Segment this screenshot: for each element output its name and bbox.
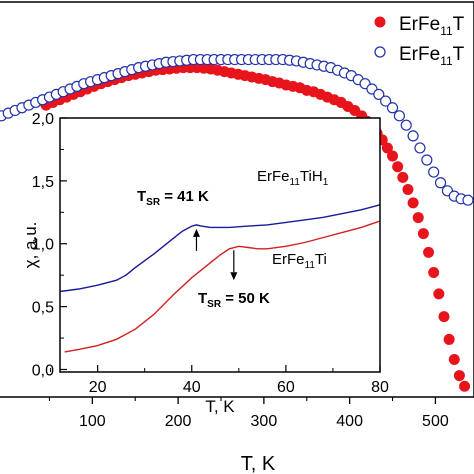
annotation-arrow-50-head: [230, 272, 238, 281]
filled-point: [423, 246, 435, 258]
filled-point: [381, 142, 393, 154]
main-x-tick-label-500: 500: [422, 413, 449, 430]
filled-point: [433, 288, 445, 300]
legend-label-open-base: ErFe: [399, 44, 440, 65]
filled-point: [428, 266, 440, 278]
annotation-tsr-41-sub: SR: [146, 197, 161, 208]
filled-point: [453, 370, 465, 382]
inset-y-tick-label: 0,0: [32, 362, 54, 379]
annotation-tsr-41: TSR = 41 K: [137, 188, 209, 208]
annotation-tsr-41-prefix: T: [137, 188, 146, 205]
inset-series-label-tih1-tail: TiH: [300, 168, 323, 185]
annotation-tsr-50-prefix: T: [198, 290, 207, 307]
open-point: [386, 102, 399, 114]
main-series-open: [0, 53, 474, 206]
inset-x-tick-label: 60: [277, 379, 295, 396]
inset-series-label-ti-base: ErFe: [272, 251, 305, 268]
legend-label-open: ErFe11T: [399, 44, 465, 68]
inset-series-label-ti: ErFe11Ti: [272, 251, 327, 271]
inset-series-line-tih1: [59, 204, 381, 293]
open-point: [414, 142, 426, 154]
legend-label-open-tail: T: [453, 44, 465, 65]
inset-y-axis-label: χ, a.u.: [21, 222, 40, 269]
main-x-tick-labels: 100 200 300 400 500: [79, 413, 449, 430]
inset-x-tick-label: 80: [371, 379, 389, 396]
main-x-tick-label-100: 100: [79, 413, 106, 430]
filled-point: [438, 311, 450, 323]
legend-marker-filled: [374, 16, 386, 28]
inset-background: [60, 118, 380, 372]
annotation-tsr-50-sub: SR: [207, 299, 222, 310]
open-point: [400, 119, 412, 131]
inset-x-tick-label: 40: [183, 379, 201, 396]
inset-series-line-ti: [64, 220, 381, 353]
inset-frame: [59, 117, 381, 373]
inset-y-tick-labels: 0,0 0,5 1,0 1,5 2,0: [32, 111, 54, 379]
filled-point: [417, 228, 429, 240]
inset-y-tick-label: 1,0: [32, 237, 54, 254]
inset-series-label-tih1: ErFe11TiH1: [257, 168, 329, 188]
filled-point: [387, 150, 399, 162]
filled-point: [443, 333, 455, 345]
main-x-tick-label-300: 300: [251, 413, 278, 430]
inset-y-tick-label: 0,5: [32, 300, 54, 317]
open-point: [462, 194, 474, 206]
inset-series-label-tih1-sub: 11: [290, 177, 301, 188]
filled-point: [448, 354, 460, 366]
inset-y-tick-label: 1,5: [32, 174, 54, 191]
annotation-tsr-50-text: = 50 K: [221, 290, 270, 307]
main-x-tick-label-400: 400: [336, 413, 363, 430]
annotation-arrow-41-head: [192, 228, 200, 237]
inset-series-label-ti-tail: Ti: [315, 251, 327, 268]
filled-point: [397, 171, 409, 183]
main-x-tick-label-200: 200: [165, 413, 192, 430]
legend-label-filled: ErFe11T: [399, 14, 465, 38]
legend-label-filled-base: ErFe: [399, 14, 440, 35]
annotation-tsr-41-text: = 41 K: [160, 188, 209, 205]
legend-label-filled-tail: T: [453, 14, 465, 35]
open-point: [380, 95, 392, 107]
filled-point: [407, 197, 419, 209]
inset-y-tick-label: 2,0: [32, 111, 54, 128]
open-point: [421, 154, 433, 166]
main-plot-frame: [0, 1, 474, 398]
filled-point: [412, 212, 424, 224]
main-x-ticks: [48, 397, 437, 404]
filled-point: [392, 161, 404, 173]
annotation-tsr-50: TSR = 50 K: [198, 290, 270, 310]
inset-series-label-tih1-sub2: 1: [323, 177, 329, 188]
main-x-axis-label: T, K: [241, 453, 276, 474]
legend-marker-open: [374, 46, 386, 58]
open-point: [407, 130, 419, 142]
legend-label-open-sub: 11: [440, 54, 453, 68]
filled-point: [402, 183, 414, 195]
inset-x-axis-label: T, K: [205, 397, 235, 416]
legend-label-filled-sub: 11: [440, 24, 453, 38]
open-point: [428, 166, 440, 178]
open-point: [434, 177, 447, 189]
inset-x-tick-labels: 20 40 60 80: [89, 379, 389, 396]
open-point: [373, 88, 385, 100]
filled-point: [459, 380, 471, 392]
inset-x-tick-label: 20: [89, 379, 107, 396]
inset-series-label-ti-sub: 11: [305, 260, 316, 271]
legend: ErFe11T ErFe11T: [374, 14, 465, 68]
open-point: [393, 110, 405, 122]
inset-series-label-tih1-base: ErFe: [257, 168, 290, 185]
